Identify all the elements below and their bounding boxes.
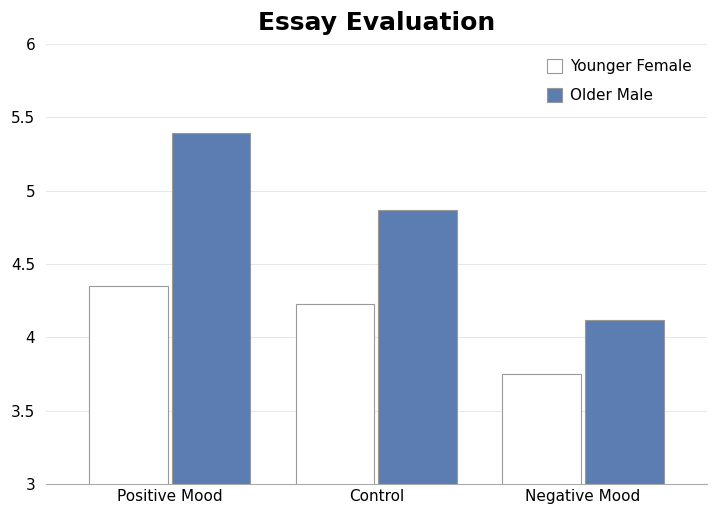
Bar [296, 304, 374, 515]
Bar [89, 286, 168, 515]
Bar [585, 320, 663, 515]
Legend: Younger Female, Older Male: Younger Female, Older Male [539, 52, 699, 111]
Title: Essay Evaluation: Essay Evaluation [258, 11, 495, 35]
Bar [503, 374, 581, 515]
Bar [378, 210, 457, 515]
Bar [172, 133, 251, 515]
